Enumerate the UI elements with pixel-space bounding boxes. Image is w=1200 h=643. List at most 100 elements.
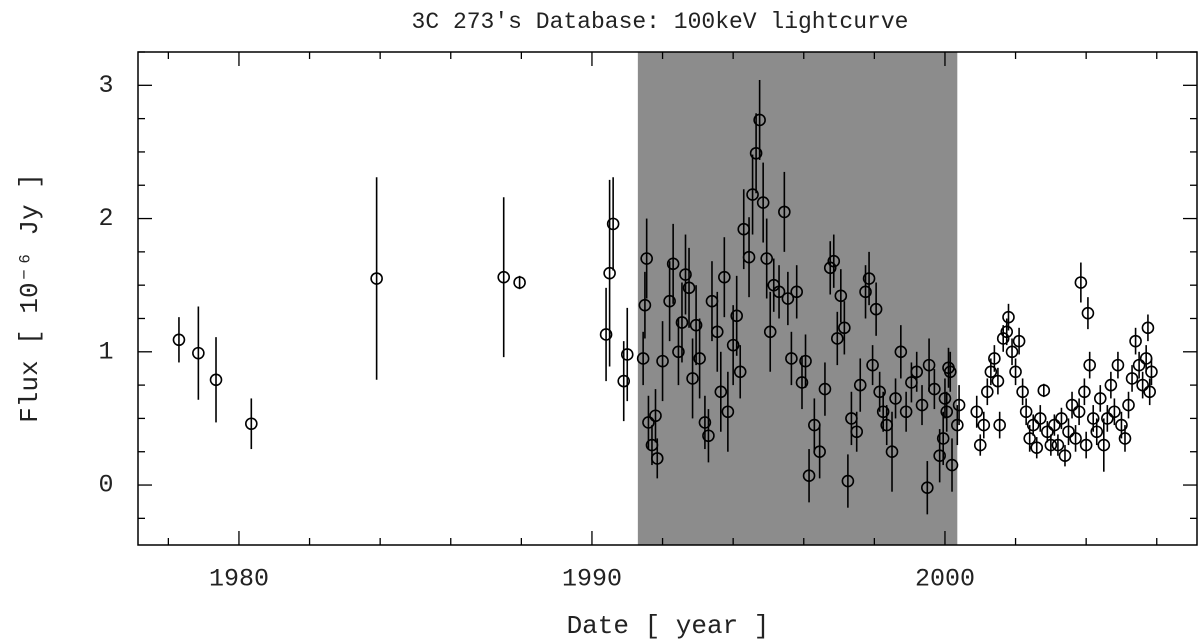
data-point [1033, 412, 1047, 425]
data-point [686, 372, 699, 385]
data-point [772, 285, 786, 299]
data-point [977, 418, 991, 432]
data-point [996, 332, 1010, 345]
data-point [1058, 449, 1072, 463]
data-point [1079, 438, 1093, 452]
data-point [1145, 365, 1158, 379]
data-point [1048, 418, 1061, 432]
data-point [746, 188, 759, 201]
data-point [841, 474, 855, 488]
data-point [663, 294, 676, 308]
data-point [943, 365, 957, 379]
data-point [1074, 276, 1088, 289]
data-point [1016, 385, 1029, 399]
data-point [666, 257, 680, 271]
data-point [862, 272, 876, 285]
data-point [1009, 365, 1022, 379]
data-point [876, 405, 890, 419]
data-point [693, 352, 706, 365]
data-point [834, 289, 848, 303]
data-point [642, 416, 655, 429]
data-point [850, 425, 864, 439]
data-point [756, 196, 770, 209]
data-point [1104, 378, 1118, 392]
data-point [785, 352, 798, 365]
data-point [1002, 310, 1015, 324]
data-point [973, 438, 987, 452]
data-point [1055, 412, 1068, 425]
data-point [1023, 432, 1036, 445]
data-point [497, 270, 511, 284]
data-point [672, 345, 685, 359]
data-point [885, 445, 899, 459]
data-point [1005, 345, 1019, 359]
data-point [1136, 378, 1149, 392]
data-point [790, 285, 803, 299]
data-point [1041, 425, 1054, 439]
data-point [1051, 438, 1065, 452]
data-point [928, 382, 941, 396]
data-point [682, 281, 696, 295]
data-point [650, 452, 664, 465]
data-point [726, 338, 740, 352]
data-point [778, 205, 791, 219]
data-point [940, 405, 954, 419]
data-point [1090, 425, 1104, 439]
data-point [853, 378, 867, 392]
data-point [617, 374, 631, 388]
data-point [1132, 358, 1146, 372]
data-point [679, 268, 692, 281]
data-point [984, 365, 998, 379]
data-point [245, 417, 258, 431]
data-point [1072, 405, 1086, 419]
data-point [1141, 321, 1155, 335]
data-point [1030, 441, 1044, 455]
data-point [781, 292, 795, 305]
y-tick-label: 1 [98, 337, 113, 366]
data-point [866, 358, 879, 372]
data-point [795, 376, 809, 389]
data-point [749, 146, 763, 160]
data-point [1000, 325, 1014, 339]
data-point [894, 345, 908, 359]
data-point [889, 392, 902, 405]
data-point [915, 398, 929, 412]
data-point [952, 398, 966, 412]
data-point [1078, 385, 1091, 399]
data-point [981, 385, 994, 399]
data-point [718, 270, 731, 284]
data-point [730, 309, 743, 323]
plot-frame [137, 51, 1198, 546]
y-tick-label: 3 [98, 71, 113, 100]
data-point [993, 418, 1006, 432]
data-point [1122, 398, 1135, 412]
data-point [988, 352, 1001, 365]
data-point [823, 261, 837, 275]
data-point [1081, 306, 1095, 320]
data-point [945, 458, 959, 472]
y-axis-label: Flux [ 10⁻⁶ Jy ] [15, 173, 45, 423]
data-point [1093, 392, 1107, 405]
data-point [936, 432, 950, 445]
data-point [1129, 334, 1142, 348]
data-point [742, 250, 756, 264]
data-point [649, 409, 662, 423]
data-point [1143, 385, 1156, 399]
data-point [1019, 405, 1033, 419]
data-point [721, 405, 735, 419]
data-point [869, 302, 883, 316]
data-point [1115, 418, 1128, 432]
data-point [192, 346, 205, 360]
data-point [1125, 372, 1139, 385]
x-axis-label: Date [ year ] [567, 611, 770, 641]
y-tick-label: 0 [98, 471, 113, 500]
data-point [910, 365, 924, 379]
data-point [640, 252, 653, 265]
chart-title: 3C 273's Database: 100keV lightcurve [412, 9, 909, 35]
data-point [1083, 358, 1096, 372]
data-point [603, 266, 616, 280]
data-point [938, 392, 952, 405]
data-point [656, 354, 669, 368]
data-point [859, 285, 872, 299]
